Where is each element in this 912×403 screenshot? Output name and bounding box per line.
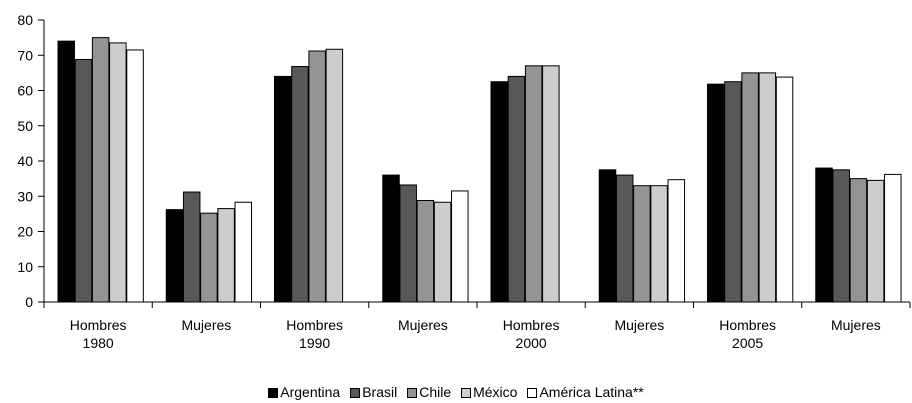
x-tick-label: Mujeres: [831, 317, 881, 333]
bar-argentina-0: [57, 40, 75, 303]
bar-m-xico-2: [325, 48, 344, 303]
bar-m-xico-0: [109, 42, 127, 303]
bar-argentina-3: [382, 174, 400, 303]
bar-chile-0: [91, 37, 110, 303]
legend-swatch: [461, 388, 472, 398]
x-tick-label: Hombres: [286, 317, 343, 333]
y-tick-label: 40: [17, 153, 33, 169]
legend-label: Argentina: [280, 384, 341, 400]
bar-m-xico-1: [217, 208, 235, 303]
legend-item: América Latina**: [527, 384, 644, 400]
bar-chile-3: [416, 199, 435, 303]
legend: Argentina Brasil Chile México América Latina…: [0, 384, 912, 400]
bar-am-rica-latina-3: [451, 190, 469, 303]
bar-m-xico-4: [542, 65, 560, 303]
bar-argentina-6: [707, 83, 725, 303]
x-tick-label: Mujeres: [181, 317, 231, 333]
x-tick-label: Hombres: [719, 317, 776, 333]
legend-swatch: [407, 388, 418, 398]
bar-brasil-0: [74, 58, 93, 303]
bar-chile-2: [308, 50, 326, 303]
x-tick-label: 1980: [83, 335, 114, 351]
bar-chile-7: [849, 178, 868, 303]
legend-swatch: [350, 388, 361, 398]
bar-am-rica-latina-6: [775, 76, 794, 303]
bar-argentina-1: [165, 209, 184, 303]
x-tick-label: 2000: [516, 335, 547, 351]
y-tick-label: 10: [17, 259, 33, 275]
legend-item: México: [461, 384, 517, 400]
y-tick-label: 30: [17, 188, 33, 204]
legend-swatch: [527, 388, 538, 398]
bar-chile-4: [524, 65, 543, 303]
legend-label: América Latina**: [539, 384, 644, 400]
y-tick-label: 50: [17, 118, 33, 134]
bar-m-xico-3: [433, 201, 452, 303]
bar-m-xico-5: [650, 185, 668, 303]
x-tick-label: Hombres: [503, 317, 560, 333]
x-tick-label: Hombres: [70, 317, 127, 333]
bar-am-rica-latina-0: [126, 49, 144, 303]
legend-label: Brasil: [362, 384, 398, 400]
legend-label: Chile: [419, 384, 452, 400]
x-tick-label: Mujeres: [614, 317, 664, 333]
x-tick-label: Mujeres: [398, 317, 448, 333]
bar-argentina-4: [490, 81, 508, 303]
bar-am-rica-latina-7: [884, 173, 902, 303]
x-tick-label: 2005: [732, 335, 763, 351]
y-tick-label: 70: [17, 47, 33, 63]
bar-brasil-3: [399, 184, 417, 303]
y-tick-label: 0: [25, 294, 33, 310]
bar-brasil-6: [724, 81, 742, 303]
bars-layer: [57, 37, 902, 303]
bar-am-rica-latina-5: [667, 179, 686, 303]
y-tick-label: 60: [17, 83, 33, 99]
bar-brasil-2: [291, 66, 309, 303]
y-tick-label: 80: [17, 12, 33, 28]
bar-m-xico-7: [866, 179, 885, 303]
y-tick-label: 20: [17, 224, 33, 240]
bar-chile-1: [200, 212, 218, 303]
legend-swatch: [268, 388, 279, 398]
legend-item: Chile: [407, 384, 451, 400]
legend-item: Argentina: [268, 384, 340, 400]
bar-brasil-4: [507, 75, 526, 303]
bar-argentina-7: [815, 167, 833, 303]
x-tick-label: 1990: [299, 335, 330, 351]
bar-chile-5: [633, 185, 651, 303]
bar-argentina-5: [598, 169, 617, 303]
bar-chile-6: [741, 72, 759, 303]
bar-brasil-1: [182, 191, 201, 303]
bar-brasil-5: [615, 174, 634, 303]
legend-label: México: [473, 384, 518, 400]
bar-am-rica-latina-1: [234, 201, 253, 303]
bar-m-xico-6: [758, 72, 777, 303]
axes-layer: 0 10 20 30 40 50 60 70 80 Hombres 1980 Mujeres Hombr…: [17, 12, 911, 351]
legend-item: Brasil: [350, 384, 397, 400]
bar-brasil-7: [832, 169, 850, 303]
bar-argentina-2: [274, 75, 292, 303]
